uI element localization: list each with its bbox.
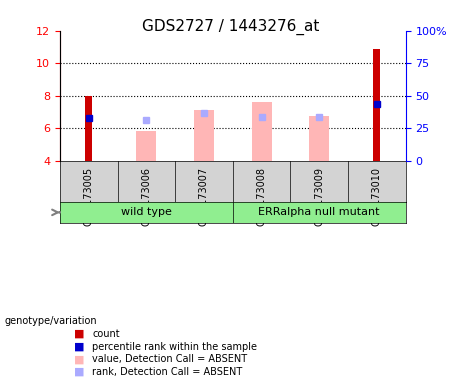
- Text: GSM173005: GSM173005: [84, 167, 94, 226]
- Text: wild type: wild type: [121, 207, 172, 217]
- Bar: [309, 116, 329, 161]
- Text: GSM173010: GSM173010: [372, 167, 382, 226]
- Text: GSM173006: GSM173006: [142, 167, 151, 226]
- Text: ■: ■: [74, 342, 84, 352]
- Text: ERRalpha null mutant: ERRalpha null mutant: [259, 207, 380, 217]
- Text: count: count: [92, 329, 120, 339]
- Text: ■: ■: [74, 367, 84, 377]
- Text: GSM173009: GSM173009: [314, 167, 324, 226]
- Text: GSM173007: GSM173007: [199, 167, 209, 226]
- Text: percentile rank within the sample: percentile rank within the sample: [92, 342, 257, 352]
- Text: rank, Detection Call = ABSENT: rank, Detection Call = ABSENT: [92, 367, 242, 377]
- Text: GSM173008: GSM173008: [257, 167, 266, 226]
- Text: ■: ■: [74, 329, 84, 339]
- Bar: [194, 109, 214, 161]
- Text: genotype/variation: genotype/variation: [5, 316, 97, 326]
- Text: ■: ■: [74, 354, 84, 364]
- Text: GDS2727 / 1443276_at: GDS2727 / 1443276_at: [142, 19, 319, 35]
- Bar: [252, 102, 272, 161]
- Bar: [373, 50, 380, 161]
- Bar: [136, 131, 156, 161]
- Text: value, Detection Call = ABSENT: value, Detection Call = ABSENT: [92, 354, 247, 364]
- Bar: [85, 96, 92, 161]
